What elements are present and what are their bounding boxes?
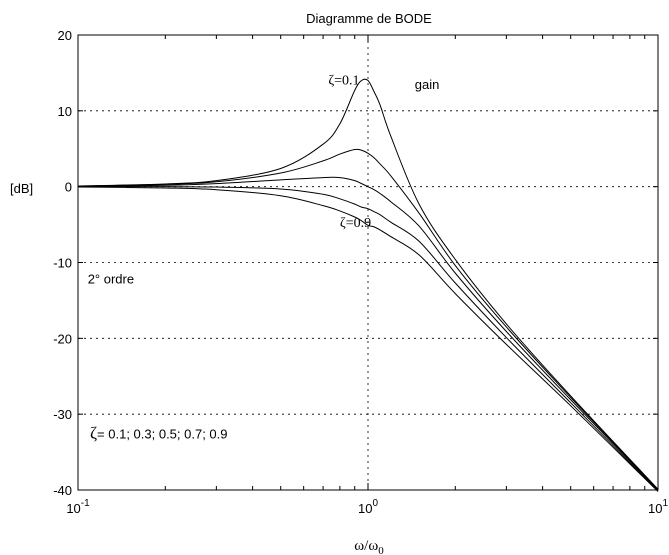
x-axis-label-subscript: 0 [378, 545, 384, 555]
chart-title: Diagramme de BODE [306, 11, 432, 26]
series-curve-zeta-0.5 [77, 176, 659, 491]
annotation-zeta-top: ζ=0.1 [328, 73, 359, 88]
zeta-list-values: = 0.1; 0.3; 0.5; 0.7; 0.9 [97, 426, 227, 441]
x-tick-exponent: 0 [372, 498, 378, 509]
y-tick-label: 0 [65, 180, 72, 195]
zeta-list-symbol: ζ [90, 423, 97, 442]
x-axis-label: ω/ω0 [354, 538, 384, 555]
series-curve-zeta-0.7 [77, 186, 659, 492]
y-tick-label: 20 [58, 28, 72, 43]
series-curve-zeta-0.3 [77, 148, 659, 491]
y-tick-label: -30 [53, 407, 72, 422]
x-tick-base: 10 [648, 501, 662, 516]
x-tick-base: 10 [66, 501, 80, 516]
annotation-zeta-bottom: ζ=0.9 [340, 216, 371, 231]
annotation-zeta-list: ζ= 0.1; 0.3; 0.5; 0.7; 0.9 [90, 423, 228, 442]
series-curves [77, 78, 659, 492]
x-tick-base: 10 [358, 501, 372, 516]
x-tick-label: 101 [648, 498, 668, 516]
annotation-gain: gain [415, 77, 440, 92]
x-axis-label-main: ω/ω [354, 538, 378, 554]
x-tick-label: 100 [358, 498, 378, 516]
y-tick-label: -10 [53, 256, 72, 271]
x-tick-exponent: 1 [662, 498, 668, 509]
x-tick-label: 10-1 [66, 498, 90, 516]
x-tick-exponent: -1 [81, 498, 90, 509]
y-tick-label: 10 [58, 104, 72, 119]
annotation-order: 2° ordre [88, 272, 134, 287]
y-axis-label: [dB] [10, 181, 33, 196]
series-curve-zeta-0.1 [77, 78, 659, 490]
grid [78, 35, 658, 490]
tick-marks [77, 34, 659, 491]
y-tick-label: -40 [53, 483, 72, 498]
series-curve-zeta-0.9 [77, 186, 659, 492]
y-tick-label: -20 [53, 331, 72, 346]
